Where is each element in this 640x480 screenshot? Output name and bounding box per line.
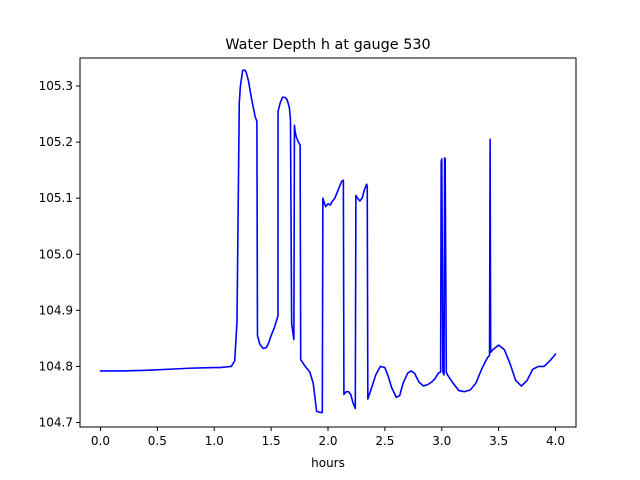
x-tick-label: 1.0 — [205, 434, 224, 448]
x-tick-label: 3.0 — [432, 434, 451, 448]
chart-title: Water Depth h at gauge 530 — [225, 37, 430, 53]
x-axis-label: hours — [311, 456, 345, 470]
x-tick-label: 2.5 — [375, 434, 394, 448]
y-tick-label: 105.3 — [39, 79, 73, 93]
x-tick-label: 2.0 — [318, 434, 337, 448]
x-tick-label: 0.0 — [91, 434, 110, 448]
x-tick-label: 3.5 — [489, 434, 508, 448]
y-tick-label: 104.7 — [39, 416, 73, 430]
x-tick-label: 1.5 — [262, 434, 281, 448]
x-tick-label: 0.5 — [148, 434, 167, 448]
x-axis: 0.0 0.5 1.0 1.5 2.0 2.5 3.0 3.5 4.0 — [91, 427, 565, 448]
series-line — [99, 69, 557, 414]
x-tick-label: 4.0 — [546, 434, 565, 448]
plot-background — [80, 58, 576, 427]
y-tick-label: 104.8 — [39, 359, 73, 373]
y-tick-label: 105.1 — [39, 191, 73, 205]
plot-area — [80, 58, 576, 427]
y-tick-label: 105.0 — [39, 247, 73, 261]
y-tick-label: 104.9 — [39, 303, 73, 317]
series-layer — [99, 69, 557, 414]
y-tick-label: 105.2 — [39, 135, 73, 149]
y-axis: 104.7 104.8 104.9 105.0 105.1 105.2 105.3 — [39, 79, 80, 430]
